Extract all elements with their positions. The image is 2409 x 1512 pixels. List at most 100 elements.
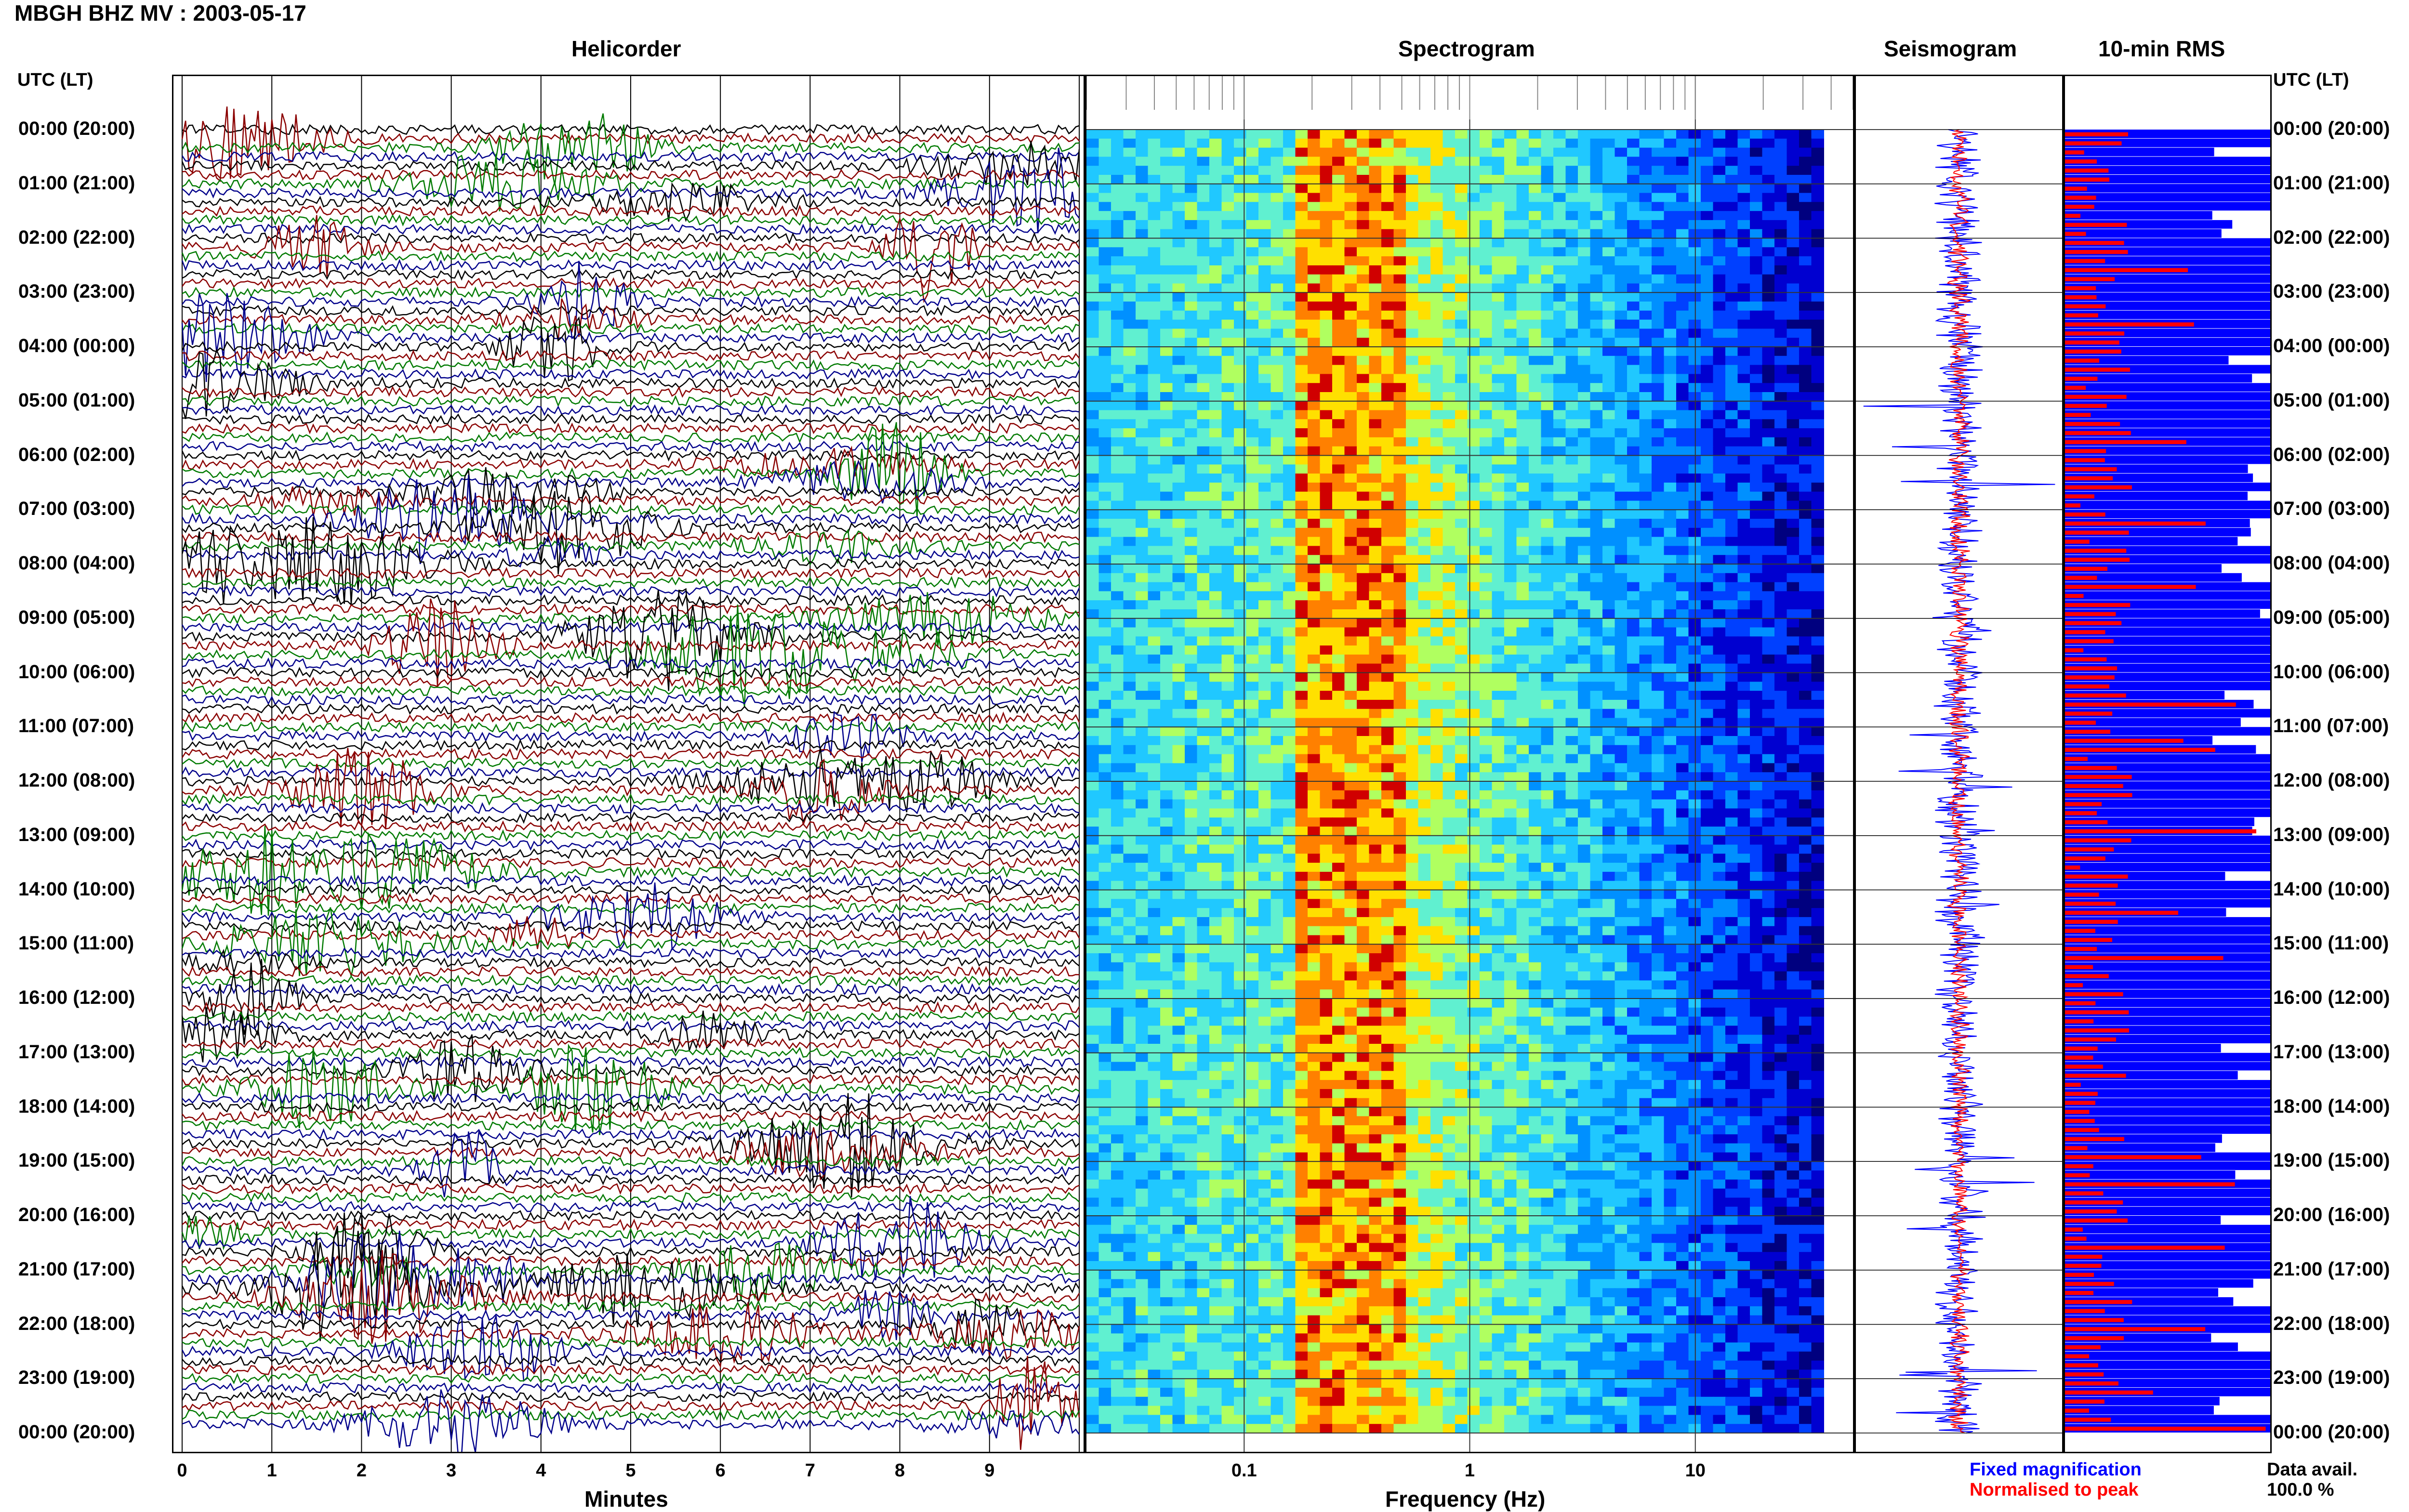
time-label-left: 03:00 (23:00) — [18, 281, 135, 302]
spectrogram-cell — [1148, 754, 1161, 763]
spectrogram-cell — [1615, 654, 1628, 664]
spectrogram-cell — [1320, 609, 1333, 619]
spectrogram-cell — [1652, 138, 1665, 148]
spectrogram-cell — [1615, 355, 1628, 366]
spectrogram-cell — [1455, 455, 1468, 465]
spectrogram-cell — [1099, 147, 1112, 157]
spectrogram-cell — [1308, 672, 1321, 682]
spectrogram-cell — [1725, 799, 1738, 809]
spectrogram-cell — [1344, 365, 1357, 374]
spectrogram-cell — [1455, 347, 1468, 356]
spectrogram-cell — [1799, 329, 1812, 338]
spectrogram-cell — [1799, 482, 1812, 492]
helicorder-trace — [181, 1225, 1080, 1341]
spectrogram-cell — [1541, 193, 1554, 202]
spectrogram-cell — [1418, 827, 1431, 836]
spectrogram-cell — [1541, 374, 1554, 383]
spectrogram-cell — [1553, 564, 1566, 574]
spectrogram-cell — [1750, 482, 1763, 492]
spectrogram-cell — [1430, 437, 1443, 447]
spectrogram-cell — [1725, 211, 1738, 221]
spectrogram-cell — [1492, 229, 1505, 239]
spectrogram-cell — [1762, 365, 1775, 374]
spectrogram-cell — [1504, 772, 1517, 782]
spectrogram-cell — [1172, 654, 1185, 664]
spectrogram-cell — [1811, 329, 1824, 338]
spectrogram-cell — [1357, 682, 1370, 691]
spectrogram-cell — [1799, 781, 1812, 791]
spectrogram-cell — [1443, 799, 1456, 809]
spectrogram-cell — [1381, 781, 1394, 791]
spectrogram-cell — [1357, 410, 1370, 420]
spectrogram-cell — [1271, 727, 1284, 736]
spectrogram-cell — [1787, 699, 1800, 710]
spectrogram-cell — [1701, 790, 1714, 800]
spectrogram-cell — [1713, 265, 1726, 275]
spectrogram-cell — [1639, 166, 1652, 175]
spectrogram-cell — [1099, 772, 1112, 782]
spectrogram-cell — [1148, 654, 1161, 664]
spectrogram-cell — [1627, 645, 1640, 655]
spectrogram-cell — [1430, 147, 1443, 157]
spectrogram-cell — [1701, 302, 1714, 311]
spectrogram-cell — [1553, 138, 1566, 148]
spectrogram-cell — [1185, 709, 1198, 719]
spectrogram-cell — [1664, 374, 1677, 383]
spectrogram-cell — [1737, 600, 1750, 610]
spectrogram-cell — [1111, 437, 1124, 447]
spectrogram-cell — [1774, 663, 1787, 673]
spectrogram-cell — [1627, 817, 1640, 827]
spectrogram-cell — [1111, 627, 1124, 637]
spectrogram-cell — [1357, 147, 1370, 157]
spectrogram-cell — [1701, 247, 1714, 257]
spectrogram-cell — [1455, 157, 1468, 166]
spectrogram-cell — [1541, 691, 1554, 700]
spectrogram-cell — [1713, 573, 1726, 583]
time-label-right: 17:00 (13:00) — [2273, 1041, 2390, 1063]
spectrogram-cell — [1295, 274, 1308, 284]
spectrogram-cell — [1615, 510, 1628, 519]
spectrogram-cell — [1578, 184, 1591, 194]
spectrogram-cell — [1418, 347, 1431, 356]
spectrogram-cell — [1234, 464, 1247, 474]
spectrogram-cell — [1099, 817, 1112, 827]
spectrogram-cell — [1295, 691, 1308, 700]
helicorder-trace — [182, 1408, 1080, 1421]
spectrogram-cell — [1467, 329, 1480, 338]
spectrogram-cell — [1480, 365, 1493, 374]
spectrogram-cell — [1639, 555, 1652, 565]
spectrogram-cell — [1099, 672, 1112, 682]
spectrogram-cell — [1197, 564, 1210, 574]
spectrogram-cell — [1185, 654, 1198, 664]
spectrogram-cell — [1123, 564, 1136, 574]
spectrogram-cell — [1344, 491, 1357, 501]
spectrogram-cell — [1086, 835, 1099, 845]
spectrogram-cell — [1652, 763, 1665, 773]
spectrogram-cell — [1602, 663, 1615, 673]
spectrogram-cell — [1713, 763, 1726, 773]
spectrogram-cell — [1455, 835, 1468, 845]
spectrogram-cell — [1258, 355, 1271, 366]
spectrogram-cell — [1086, 817, 1099, 827]
spectrogram-cell — [1504, 347, 1517, 356]
spectrogram-cell — [1467, 537, 1480, 546]
spectrogram-cell — [1357, 256, 1370, 266]
spectrogram-cell — [1393, 510, 1406, 519]
spectrogram-cell — [1725, 437, 1738, 447]
spectrogram-cell — [1172, 292, 1185, 302]
spectrogram-cell — [1701, 672, 1714, 682]
time-label-right: 04:00 (00:00) — [2273, 335, 2390, 356]
spectrogram-cell — [1701, 365, 1714, 374]
spectrogram-cell — [1713, 609, 1726, 619]
spectrogram-cell — [1123, 274, 1136, 284]
spectrogram-cell — [1701, 446, 1714, 456]
spectrogram-cell — [1627, 274, 1640, 284]
spectrogram-cell — [1713, 229, 1726, 239]
spectrogram-cell — [1160, 663, 1173, 673]
spectrogram-cell — [1480, 546, 1493, 555]
spectrogram-cell — [1578, 718, 1591, 727]
spectrogram-cell — [1467, 193, 1480, 202]
spectrogram-cell — [1602, 763, 1615, 773]
spectrogram-cell — [1443, 265, 1456, 275]
spectrogram-cell — [1308, 790, 1321, 800]
